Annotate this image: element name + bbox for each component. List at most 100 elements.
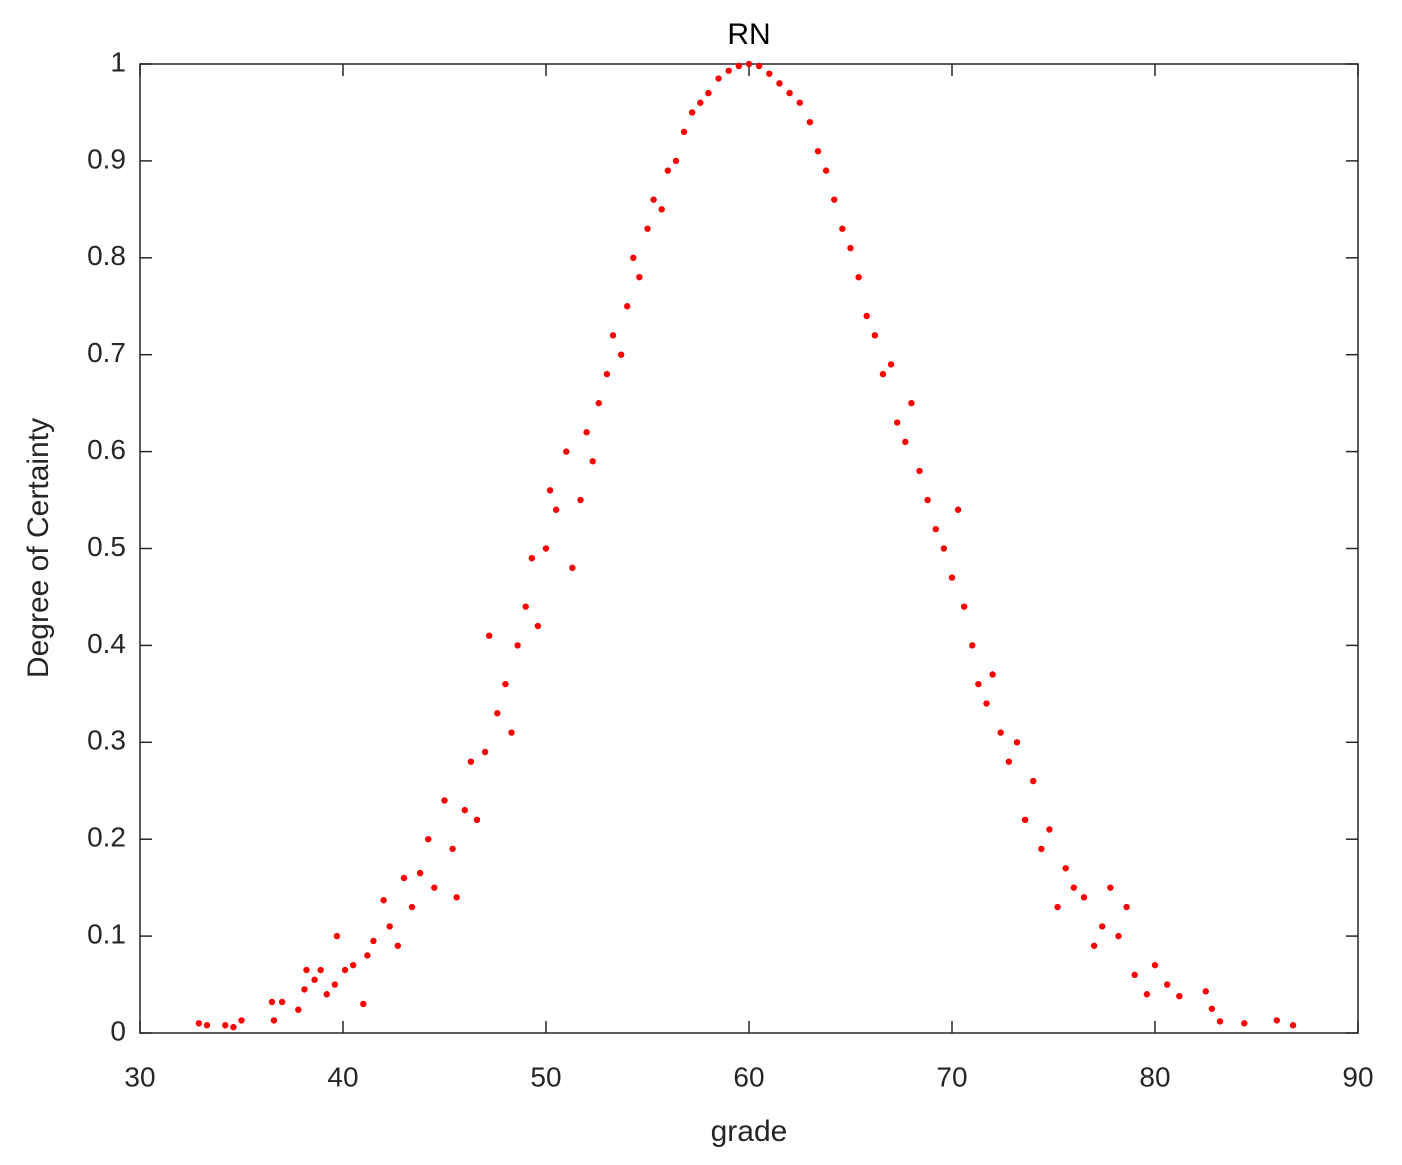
point (831, 196, 838, 203)
point (394, 942, 402, 949)
point (195, 1020, 203, 1027)
x-tick-label: 90 (1342, 1061, 1373, 1092)
point (705, 89, 712, 97)
point (278, 998, 286, 1006)
point (908, 399, 915, 407)
point (603, 370, 611, 378)
x-axis-label: grade (711, 1115, 788, 1148)
point (1123, 903, 1130, 911)
point (1163, 981, 1171, 988)
x-tick-label: 80 (1139, 1061, 1170, 1092)
point (688, 109, 696, 116)
point (311, 976, 318, 983)
point (786, 89, 793, 97)
y-tick-label: 0.4 (87, 628, 126, 659)
y-tick-label: 1 (110, 46, 126, 77)
y-tick-label: 0.7 (87, 337, 126, 368)
point (569, 564, 576, 572)
point (453, 894, 460, 901)
chart-title: RN (727, 18, 770, 51)
point (806, 118, 814, 126)
point (871, 332, 879, 339)
point (301, 986, 308, 993)
point (431, 884, 438, 891)
point (589, 458, 596, 465)
point (658, 206, 665, 213)
point (425, 836, 432, 843)
point (893, 419, 901, 426)
point (1176, 992, 1183, 1000)
y-tick-label: 0.2 (87, 822, 126, 853)
point (776, 80, 783, 87)
point (303, 966, 310, 974)
point (1038, 845, 1045, 853)
point (855, 273, 862, 281)
point (370, 937, 377, 945)
y-tick-label: 0.9 (87, 143, 126, 174)
point (485, 632, 493, 639)
point (1013, 739, 1021, 746)
point (1080, 894, 1088, 901)
point (331, 981, 339, 988)
point (1143, 991, 1151, 998)
point (222, 1022, 229, 1029)
point (997, 729, 1004, 736)
point (954, 506, 962, 513)
point (1070, 884, 1078, 891)
y-tick-label: 0.6 (87, 434, 126, 465)
y-axis-label: Degree of Certainty (22, 418, 55, 678)
point (1151, 961, 1159, 969)
point (295, 1006, 302, 1013)
point (644, 225, 651, 232)
point (650, 196, 657, 203)
point (879, 370, 887, 378)
point (400, 874, 408, 882)
point (1099, 923, 1106, 930)
point (697, 99, 704, 106)
point (863, 312, 870, 320)
point (887, 361, 895, 368)
point (349, 961, 357, 969)
point (552, 506, 560, 513)
point (595, 399, 602, 407)
point (672, 157, 680, 165)
point (1216, 1018, 1224, 1025)
point (1046, 826, 1053, 833)
point (467, 758, 475, 765)
point (630, 254, 637, 261)
point (924, 496, 931, 504)
point (822, 167, 830, 174)
point (636, 273, 643, 281)
y-tick-label: 0.5 (87, 531, 126, 562)
point (1289, 1022, 1297, 1029)
point (940, 545, 948, 552)
point (317, 966, 324, 974)
point (735, 62, 743, 70)
point (617, 351, 625, 358)
point (502, 680, 509, 688)
point (948, 574, 956, 581)
point (577, 496, 584, 504)
point (514, 642, 521, 649)
point (1241, 1020, 1248, 1027)
point (1115, 932, 1122, 940)
point (473, 816, 481, 824)
point (960, 603, 968, 610)
point (680, 128, 688, 136)
point (542, 545, 550, 552)
point (975, 680, 982, 688)
point (969, 642, 976, 649)
point (839, 225, 846, 232)
x-tick-label: 30 (124, 1061, 155, 1092)
point (408, 903, 416, 911)
point (796, 99, 803, 106)
point (745, 60, 753, 68)
point (1202, 988, 1209, 995)
point (1005, 758, 1013, 765)
y-tick-label: 0.8 (87, 240, 126, 271)
y-tick-label: 0.3 (87, 725, 126, 756)
x-tick-label: 60 (733, 1061, 764, 1092)
point (416, 869, 424, 877)
